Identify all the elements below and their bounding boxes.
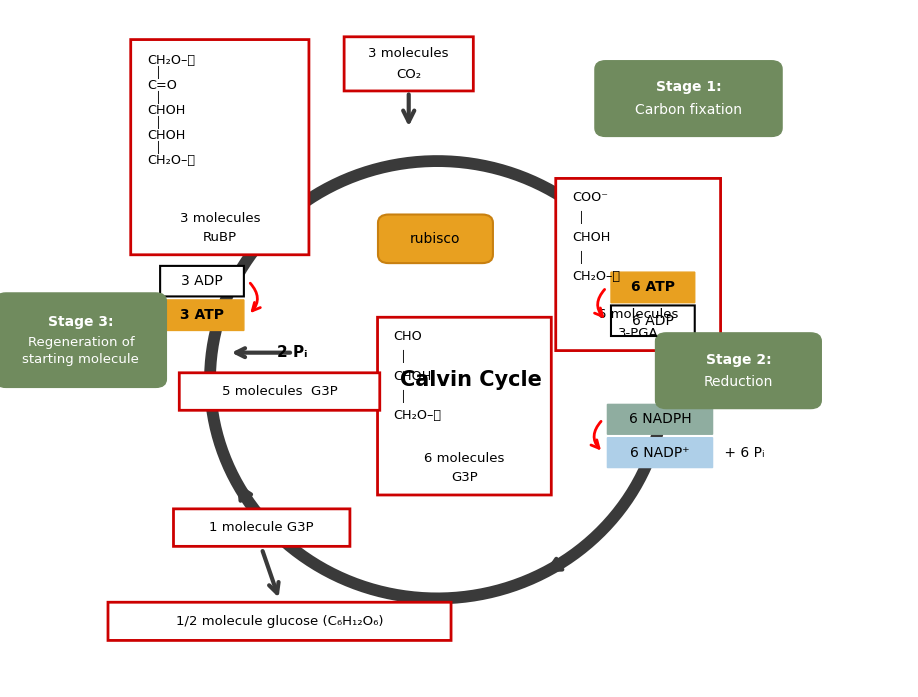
Text: RuBP: RuBP — [203, 231, 237, 244]
Text: CO₂: CO₂ — [397, 68, 421, 82]
Text: Stage 2:: Stage 2: — [706, 353, 771, 367]
FancyBboxPatch shape — [555, 178, 721, 351]
Text: 6 ADP: 6 ADP — [632, 314, 674, 328]
Text: 1 molecule G3P: 1 molecule G3P — [209, 521, 314, 534]
Text: Stage 1:: Stage 1: — [655, 80, 722, 95]
Text: COO⁻: COO⁻ — [572, 192, 608, 204]
Text: CHOH: CHOH — [147, 129, 185, 142]
Text: CHOH: CHOH — [147, 104, 185, 117]
FancyBboxPatch shape — [611, 272, 695, 302]
FancyBboxPatch shape — [377, 317, 552, 495]
Text: C=O: C=O — [147, 79, 176, 92]
Text: │: │ — [154, 141, 161, 155]
Text: 3 ADP: 3 ADP — [181, 274, 223, 288]
FancyBboxPatch shape — [108, 602, 451, 641]
Text: 5 molecules  G3P: 5 molecules G3P — [221, 385, 338, 398]
FancyBboxPatch shape — [595, 61, 782, 137]
Text: 3-PGA: 3-PGA — [618, 327, 658, 339]
Text: 6 ATP: 6 ATP — [631, 280, 675, 294]
FancyBboxPatch shape — [160, 300, 244, 330]
FancyBboxPatch shape — [608, 438, 712, 468]
Text: Regeneration of: Regeneration of — [28, 336, 134, 348]
Text: 3 molecules: 3 molecules — [368, 47, 449, 60]
FancyBboxPatch shape — [179, 373, 380, 411]
FancyBboxPatch shape — [378, 215, 493, 263]
Text: 6 molecules: 6 molecules — [598, 308, 678, 321]
Text: G3P: G3P — [451, 471, 477, 484]
Text: 3 ATP: 3 ATP — [180, 308, 224, 322]
Text: + 6 Pᵢ: + 6 Pᵢ — [720, 445, 765, 459]
FancyBboxPatch shape — [655, 333, 822, 408]
Text: starting molecule: starting molecule — [22, 353, 140, 366]
FancyBboxPatch shape — [608, 404, 712, 434]
Text: 1/2 molecule glucose (C₆H₁₂O₆): 1/2 molecule glucose (C₆H₁₂O₆) — [175, 615, 384, 628]
FancyBboxPatch shape — [0, 293, 166, 388]
Text: CHOH: CHOH — [394, 370, 432, 383]
Text: │: │ — [154, 91, 161, 105]
Text: Reduction: Reduction — [704, 375, 773, 389]
Text: │: │ — [577, 251, 584, 263]
Text: 6 NADPH: 6 NADPH — [629, 413, 691, 427]
FancyBboxPatch shape — [344, 37, 474, 91]
Text: │: │ — [154, 116, 161, 130]
FancyBboxPatch shape — [611, 305, 695, 336]
Text: CH₂O–Ⓟ: CH₂O–Ⓟ — [147, 54, 195, 67]
Text: CH₂O–Ⓟ: CH₂O–Ⓟ — [572, 270, 620, 284]
Text: │: │ — [399, 390, 406, 403]
FancyBboxPatch shape — [160, 266, 244, 296]
Text: 3 molecules: 3 molecules — [180, 212, 260, 225]
Text: CHO: CHO — [394, 330, 422, 343]
Text: CH₂O–Ⓟ: CH₂O–Ⓟ — [147, 154, 195, 167]
Text: │: │ — [577, 211, 584, 224]
FancyBboxPatch shape — [174, 509, 350, 546]
Text: Carbon fixation: Carbon fixation — [635, 102, 742, 116]
Text: rubisco: rubisco — [410, 232, 461, 246]
FancyBboxPatch shape — [130, 40, 309, 255]
FancyBboxPatch shape — [388, 223, 482, 255]
Text: Stage 3:: Stage 3: — [48, 315, 114, 329]
Text: │: │ — [154, 66, 161, 79]
Text: 2 Pᵢ: 2 Pᵢ — [277, 345, 308, 360]
Text: CHOH: CHOH — [572, 231, 610, 244]
Text: │: │ — [399, 350, 406, 363]
Text: CH₂O–Ⓟ: CH₂O–Ⓟ — [394, 409, 442, 422]
Text: 6 molecules: 6 molecules — [424, 452, 505, 466]
Text: 6 NADP⁺: 6 NADP⁺ — [631, 445, 689, 459]
Text: Calvin Cycle: Calvin Cycle — [400, 369, 542, 390]
